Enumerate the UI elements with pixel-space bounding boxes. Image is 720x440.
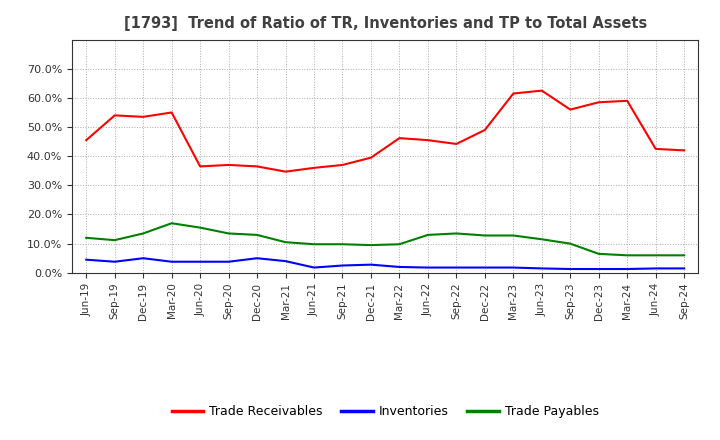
Trade Payables <box>253 232 261 238</box>
Inventories <box>537 266 546 271</box>
Trade Receivables <box>196 164 204 169</box>
Trade Payables <box>623 253 631 258</box>
Inventories <box>139 256 148 261</box>
Trade Payables <box>338 242 347 247</box>
Trade Payables <box>139 231 148 236</box>
Inventories <box>652 266 660 271</box>
Trade Receivables <box>282 169 290 174</box>
Trade Receivables <box>253 164 261 169</box>
Inventories <box>225 259 233 264</box>
Trade Payables <box>595 251 603 257</box>
Trade Receivables <box>310 165 318 170</box>
Trade Payables <box>537 237 546 242</box>
Trade Receivables <box>167 110 176 115</box>
Line: Trade Payables: Trade Payables <box>86 223 684 255</box>
Inventories <box>366 262 375 267</box>
Inventories <box>282 258 290 264</box>
Trade Receivables <box>338 162 347 168</box>
Trade Receivables <box>225 162 233 168</box>
Trade Payables <box>282 239 290 245</box>
Inventories <box>566 266 575 271</box>
Inventories <box>167 259 176 264</box>
Trade Receivables <box>680 148 688 153</box>
Trade Receivables <box>82 138 91 143</box>
Inventories <box>423 265 432 270</box>
Trade Payables <box>225 231 233 236</box>
Trade Receivables <box>366 155 375 160</box>
Inventories <box>452 265 461 270</box>
Trade Payables <box>480 233 489 238</box>
Trade Receivables <box>139 114 148 120</box>
Trade Payables <box>509 233 518 238</box>
Inventories <box>196 259 204 264</box>
Inventories <box>623 266 631 271</box>
Trade Receivables <box>395 136 404 141</box>
Trade Receivables <box>595 99 603 105</box>
Inventories <box>82 257 91 262</box>
Trade Payables <box>167 220 176 226</box>
Inventories <box>310 265 318 270</box>
Inventories <box>595 266 603 271</box>
Line: Inventories: Inventories <box>86 258 684 269</box>
Trade Receivables <box>452 141 461 147</box>
Trade Receivables <box>423 138 432 143</box>
Trade Payables <box>395 242 404 247</box>
Trade Payables <box>452 231 461 236</box>
Inventories <box>338 263 347 268</box>
Trade Receivables <box>623 98 631 103</box>
Inventories <box>253 256 261 261</box>
Inventories <box>110 259 119 264</box>
Inventories <box>395 264 404 270</box>
Trade Payables <box>423 232 432 238</box>
Trade Receivables <box>566 107 575 112</box>
Trade Receivables <box>480 127 489 132</box>
Trade Payables <box>310 242 318 247</box>
Trade Receivables <box>509 91 518 96</box>
Trade Payables <box>82 235 91 240</box>
Inventories <box>480 265 489 270</box>
Trade Payables <box>110 238 119 243</box>
Title: [1793]  Trend of Ratio of TR, Inventories and TP to Total Assets: [1793] Trend of Ratio of TR, Inventories… <box>124 16 647 32</box>
Legend: Trade Receivables, Inventories, Trade Payables: Trade Receivables, Inventories, Trade Pa… <box>166 400 604 423</box>
Inventories <box>509 265 518 270</box>
Trade Payables <box>366 242 375 248</box>
Trade Receivables <box>652 146 660 151</box>
Trade Payables <box>652 253 660 258</box>
Trade Payables <box>566 241 575 246</box>
Trade Payables <box>680 253 688 258</box>
Inventories <box>680 266 688 271</box>
Trade Receivables <box>110 113 119 118</box>
Trade Payables <box>196 225 204 230</box>
Trade Receivables <box>537 88 546 93</box>
Line: Trade Receivables: Trade Receivables <box>86 91 684 172</box>
